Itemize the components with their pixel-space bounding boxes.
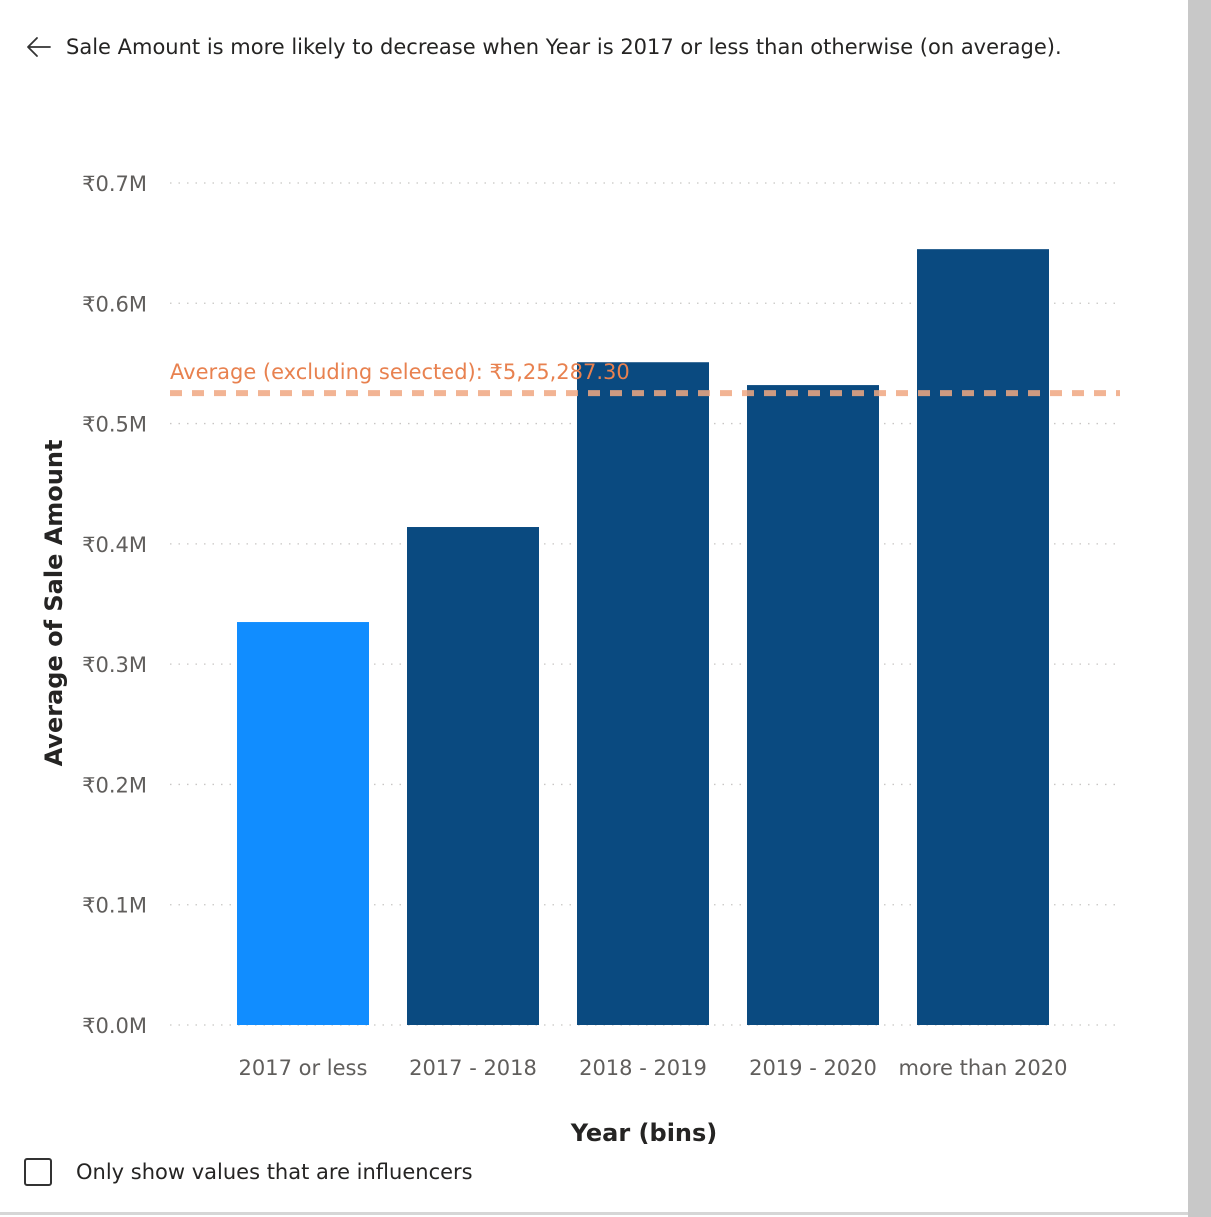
bar-chart: ₹0.0M ₹0.1M ₹0.2M ₹0.3M ₹0.4M ₹0.5M ₹0.6M ₹0.7M… (40, 172, 1120, 1147)
back-button[interactable] (24, 32, 54, 62)
header: Sale Amount is more likely to decrease w… (24, 30, 1062, 64)
y-tick-label: ₹0.7M (82, 172, 147, 196)
y-axis-title: Average of Sale Amount (40, 440, 68, 767)
y-tick-label: ₹0.6M (82, 292, 147, 316)
scrollbar[interactable] (1188, 0, 1211, 1217)
influencers-only-checkbox[interactable] (24, 1158, 52, 1186)
reference-line-group: Average (excluding selected): ₹5,25,287.… (170, 360, 1120, 397)
key-influencers-panel: Sale Amount is more likely to decrease w… (0, 30, 1188, 1215)
bar-2019-2020[interactable] (747, 385, 879, 1026)
bar-2017-or-less[interactable] (237, 622, 369, 1025)
bar-2017-2018[interactable] (407, 527, 539, 1025)
y-axis-ticks: ₹0.0M ₹0.1M ₹0.2M ₹0.3M ₹0.4M ₹0.5M ₹0.6M ₹0.7M (82, 172, 147, 1038)
bar-more-than-2020[interactable] (917, 249, 1049, 1025)
y-tick-label: ₹0.4M (82, 533, 147, 557)
bar-2018-2019[interactable] (577, 362, 709, 1025)
y-tick-label: ₹0.1M (82, 894, 147, 918)
y-tick-label: ₹0.2M (82, 773, 147, 797)
x-axis-title: Year (bins) (570, 1119, 718, 1147)
y-tick-label: ₹0.3M (82, 653, 147, 677)
insight-title: Sale Amount is more likely to decrease w… (66, 35, 1062, 59)
x-category-label: 2017 or less (239, 1056, 368, 1080)
influencers-only-label: Only show values that are influencers (76, 1160, 473, 1184)
x-category-label: 2019 - 2020 (749, 1056, 877, 1080)
x-category-label: more than 2020 (899, 1056, 1068, 1080)
arrow-left-icon (27, 37, 51, 57)
x-category-label: 2018 - 2019 (579, 1056, 707, 1080)
x-axis-categories: 2017 or less 2017 - 2018 2018 - 2019 2019 -… (239, 1056, 1068, 1080)
footer: Only show values that are influencers (24, 1154, 473, 1190)
bars (237, 249, 1049, 1026)
x-category-label: 2017 - 2018 (409, 1056, 537, 1080)
y-tick-label: ₹0.0M (82, 1014, 147, 1038)
reference-line-label: Average (excluding selected): ₹5,25,287.… (170, 360, 630, 384)
y-tick-label: ₹0.5M (82, 413, 147, 437)
